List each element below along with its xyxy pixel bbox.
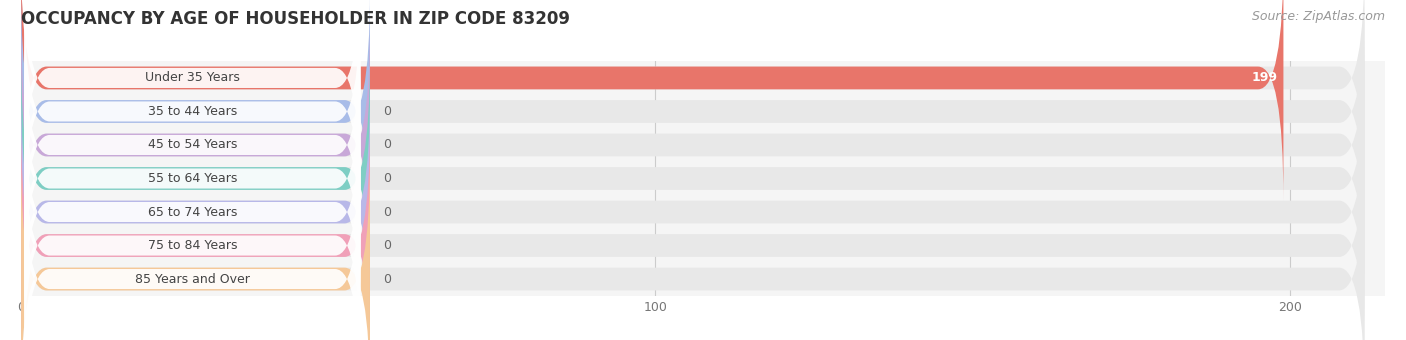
- Text: 0: 0: [382, 239, 391, 252]
- FancyBboxPatch shape: [24, 121, 360, 340]
- Text: Under 35 Years: Under 35 Years: [145, 71, 240, 84]
- Text: 75 to 84 Years: 75 to 84 Years: [148, 239, 238, 252]
- FancyBboxPatch shape: [21, 22, 1364, 268]
- Text: 0: 0: [382, 172, 391, 185]
- Text: 45 to 54 Years: 45 to 54 Years: [148, 138, 238, 152]
- FancyBboxPatch shape: [21, 156, 370, 340]
- Text: 0: 0: [382, 138, 391, 152]
- FancyBboxPatch shape: [21, 0, 1284, 201]
- FancyBboxPatch shape: [21, 0, 1364, 201]
- Text: 65 to 74 Years: 65 to 74 Years: [148, 205, 238, 219]
- FancyBboxPatch shape: [21, 123, 370, 340]
- FancyBboxPatch shape: [24, 21, 360, 269]
- FancyBboxPatch shape: [21, 0, 370, 234]
- FancyBboxPatch shape: [24, 88, 360, 336]
- Text: 85 Years and Over: 85 Years and Over: [135, 273, 250, 286]
- Text: 0: 0: [382, 273, 391, 286]
- FancyBboxPatch shape: [24, 0, 360, 202]
- FancyBboxPatch shape: [21, 56, 370, 301]
- FancyBboxPatch shape: [21, 89, 1364, 335]
- FancyBboxPatch shape: [21, 56, 1364, 301]
- Text: Source: ZipAtlas.com: Source: ZipAtlas.com: [1251, 10, 1385, 23]
- FancyBboxPatch shape: [21, 89, 370, 335]
- FancyBboxPatch shape: [21, 156, 1364, 340]
- FancyBboxPatch shape: [21, 123, 1364, 340]
- FancyBboxPatch shape: [24, 155, 360, 340]
- FancyBboxPatch shape: [24, 54, 360, 303]
- FancyBboxPatch shape: [21, 0, 1364, 234]
- FancyBboxPatch shape: [24, 0, 360, 236]
- FancyBboxPatch shape: [21, 22, 370, 268]
- Text: 199: 199: [1251, 71, 1277, 84]
- Text: 55 to 64 Years: 55 to 64 Years: [148, 172, 238, 185]
- Text: 0: 0: [382, 105, 391, 118]
- Text: 35 to 44 Years: 35 to 44 Years: [148, 105, 238, 118]
- Text: OCCUPANCY BY AGE OF HOUSEHOLDER IN ZIP CODE 83209: OCCUPANCY BY AGE OF HOUSEHOLDER IN ZIP C…: [21, 10, 569, 28]
- Text: 0: 0: [382, 205, 391, 219]
